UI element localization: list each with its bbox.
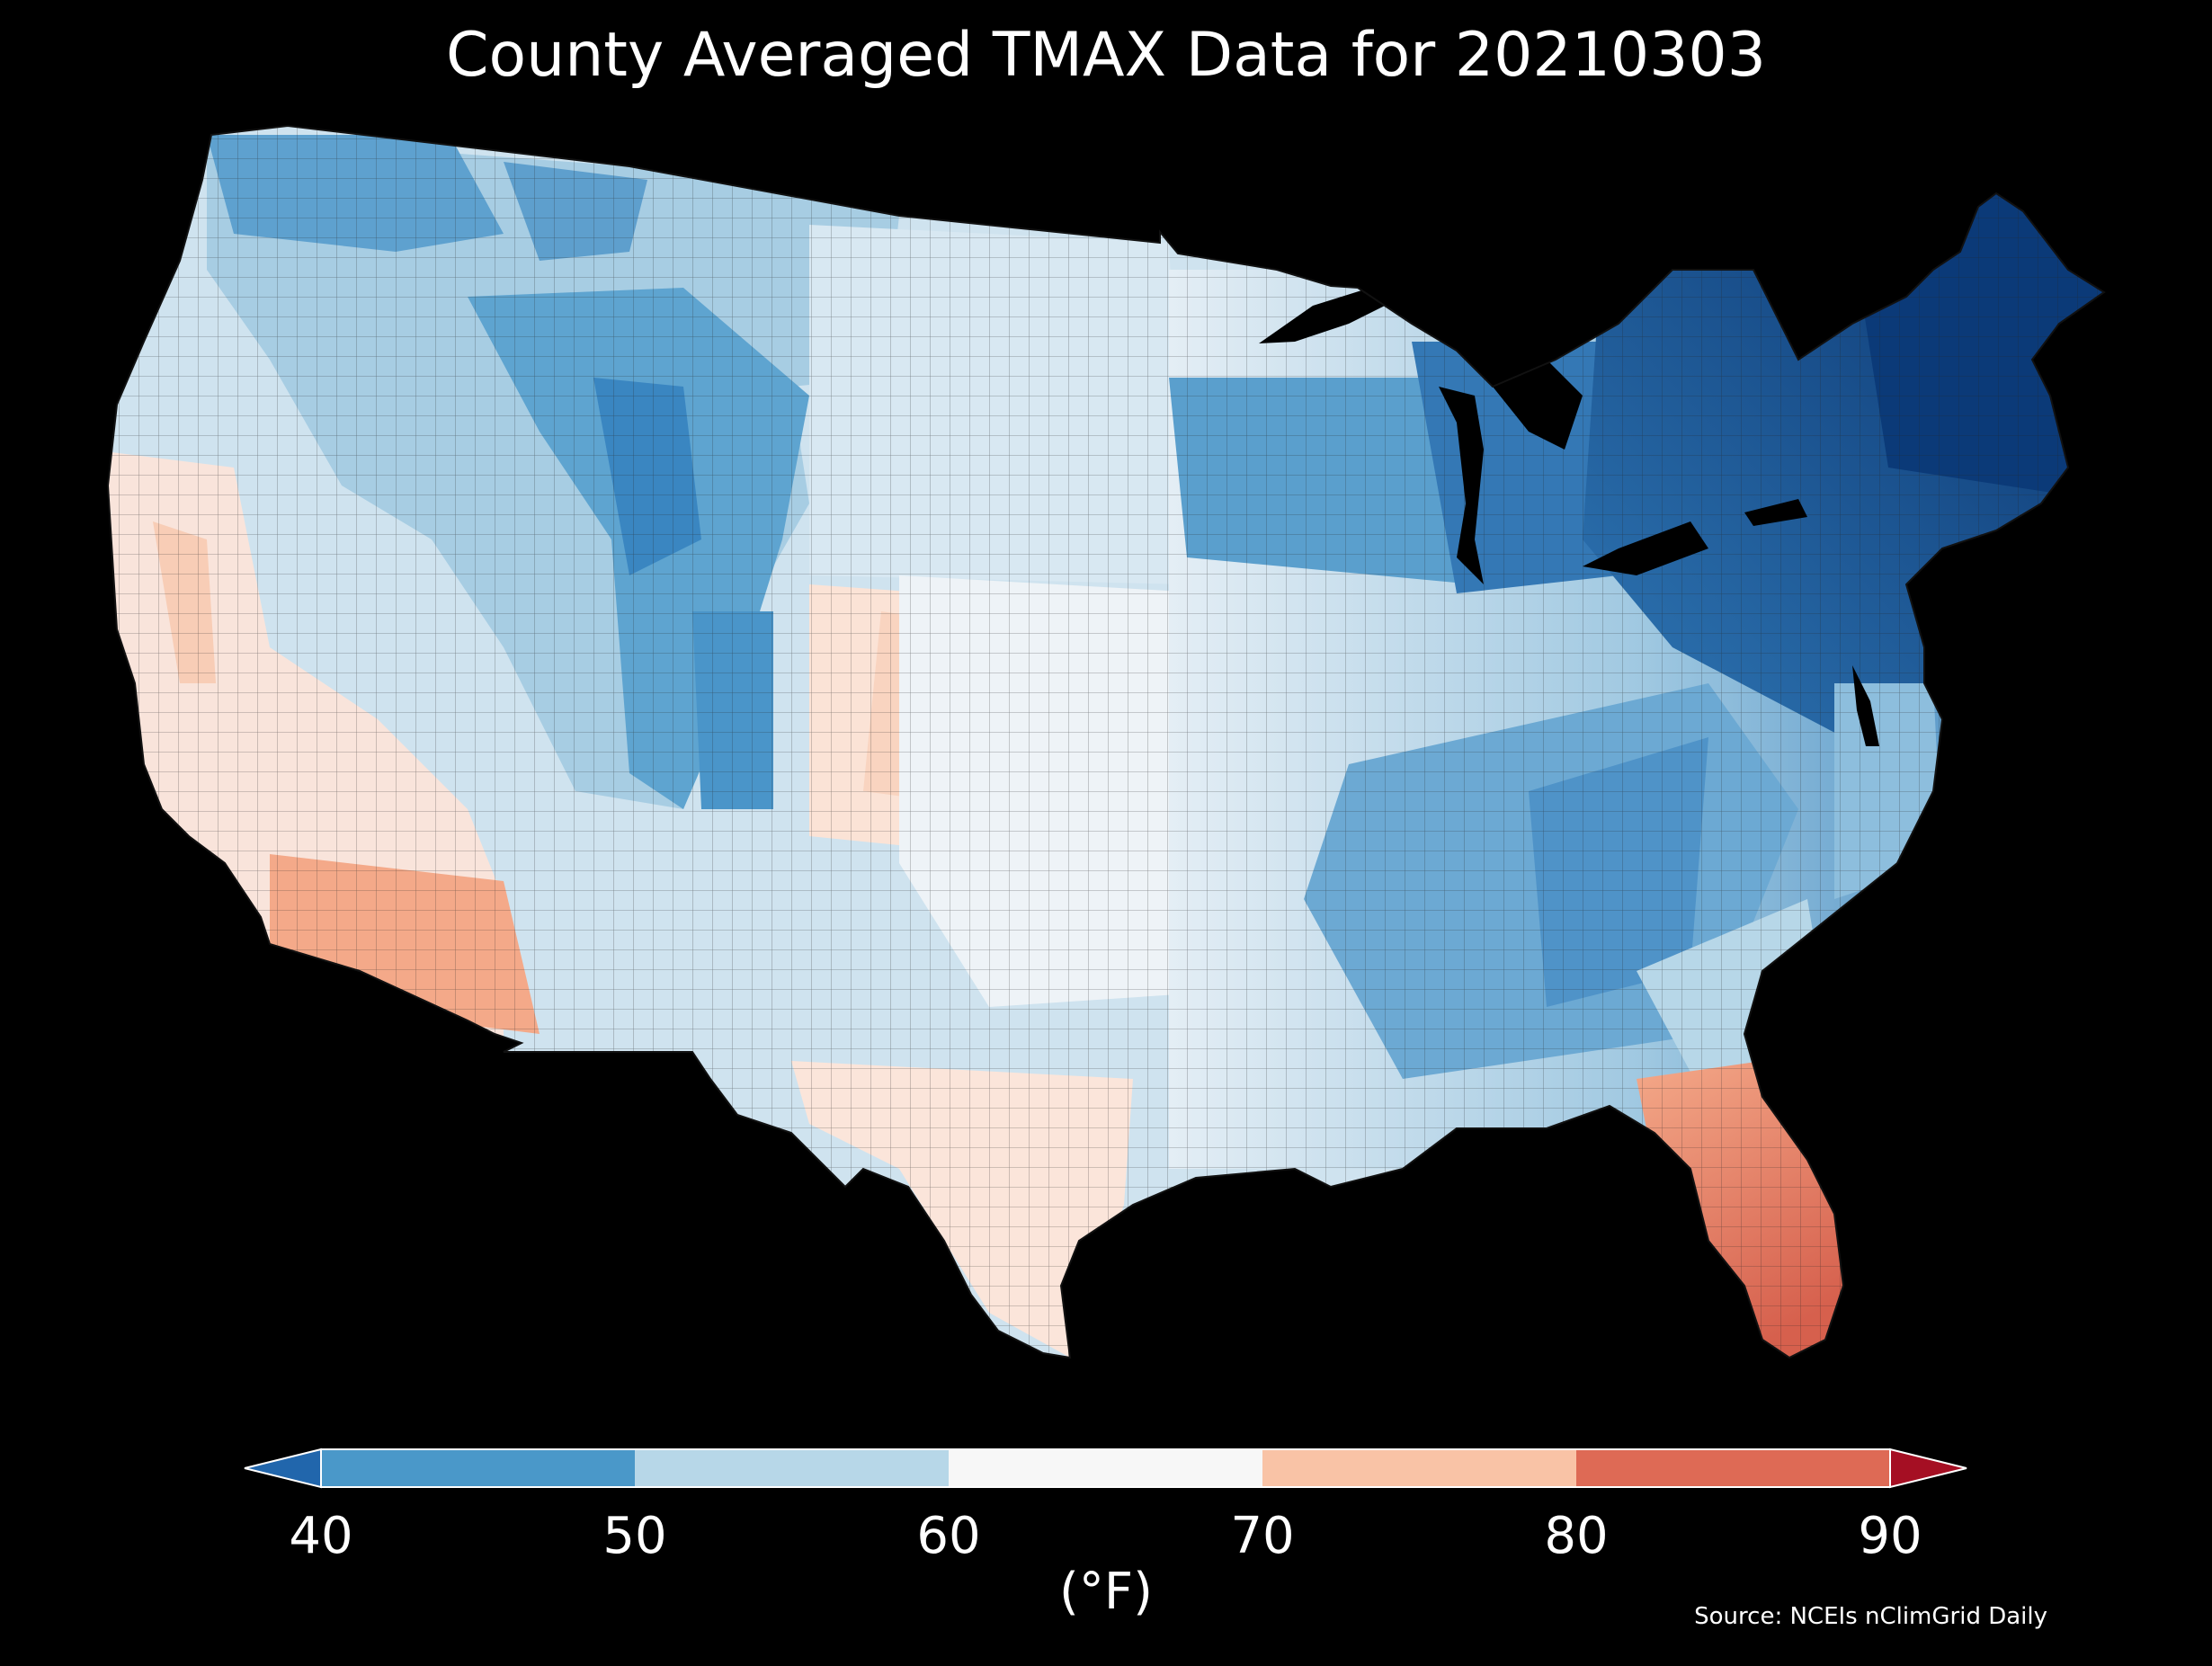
colorbar-tick-label: 70 bbox=[1230, 1507, 1295, 1565]
us-outline bbox=[106, 124, 2106, 1359]
colorbar-tick-label: 60 bbox=[916, 1507, 981, 1565]
colorbar-tick-label: 40 bbox=[289, 1507, 353, 1565]
colorbar-tick-label: 80 bbox=[1544, 1507, 1609, 1565]
colorbar-unit-label: (°F) bbox=[1059, 1563, 1153, 1621]
temperature-regions bbox=[108, 126, 2104, 1358]
great-lakes bbox=[1259, 286, 1807, 584]
chesapeake-bay bbox=[1852, 665, 1879, 746]
map-title: County Averaged TMAX Data for 20210303 bbox=[446, 20, 1766, 91]
colorbar-tick-label: 90 bbox=[1858, 1507, 1922, 1565]
colorbar-tick-label: 50 bbox=[602, 1507, 667, 1565]
source-note: Source: NCEIs nClimGrid Daily bbox=[1694, 1603, 2047, 1630]
